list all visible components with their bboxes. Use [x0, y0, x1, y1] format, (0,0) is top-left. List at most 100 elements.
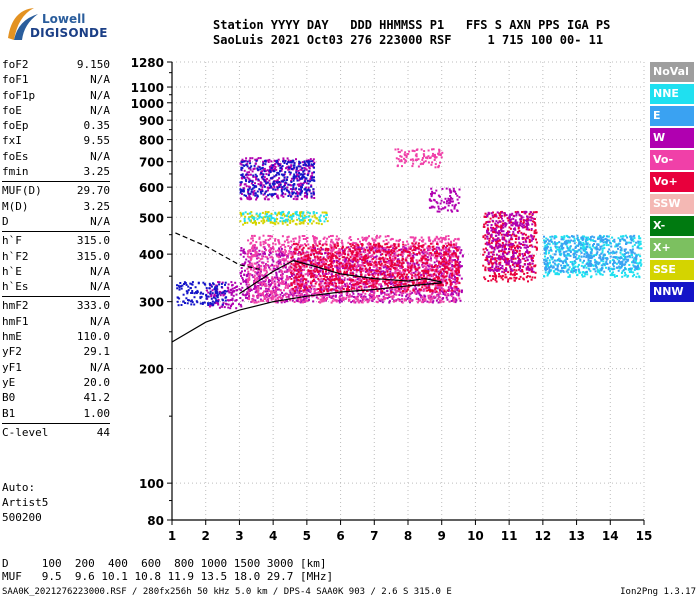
- echo-point: [248, 276, 251, 279]
- echo-point: [367, 256, 370, 259]
- echo-point: [456, 249, 459, 252]
- echo-point: [401, 257, 404, 260]
- echo-point: [442, 291, 445, 294]
- echo-point: [307, 271, 310, 274]
- echo-point: [545, 243, 548, 246]
- echo-point: [386, 294, 389, 296]
- echo-point: [375, 250, 378, 253]
- echo-point: [415, 241, 418, 244]
- echo-point: [387, 293, 390, 296]
- echo-point: [280, 263, 283, 266]
- echo-point: [437, 293, 440, 296]
- echo-point: [235, 293, 238, 296]
- echo-point: [408, 251, 411, 254]
- echo-point: [361, 243, 363, 246]
- echo-point: [190, 303, 193, 306]
- echo-point: [306, 258, 309, 260]
- echo-point: [402, 250, 405, 253]
- echo-point: [240, 247, 243, 249]
- echo-point: [602, 260, 605, 263]
- echo-point: [569, 261, 572, 263]
- param-label: h`E: [2, 264, 22, 278]
- echo-point: [621, 261, 624, 264]
- echo-point: [443, 251, 446, 254]
- echo-point: [393, 250, 396, 253]
- echo-point: [573, 250, 576, 252]
- echo-point: [444, 279, 447, 282]
- echo-point: [268, 290, 271, 292]
- echo-point: [282, 266, 284, 269]
- echo-point: [369, 289, 372, 292]
- echo-point: [452, 290, 455, 293]
- echo-point: [313, 292, 316, 295]
- echo-point: [565, 250, 568, 253]
- echo-point: [400, 287, 403, 290]
- echo-point: [310, 276, 313, 279]
- echo-point: [393, 247, 396, 250]
- echo-point: [422, 290, 425, 292]
- echo-point: [324, 249, 327, 252]
- echo-point: [303, 269, 306, 271]
- echo-point: [573, 242, 576, 245]
- echo-point: [409, 278, 412, 281]
- echo-point: [215, 299, 218, 302]
- echo-point: [456, 268, 459, 271]
- echo-point: [335, 256, 338, 259]
- echo-point: [274, 250, 277, 253]
- echo-point: [440, 249, 443, 252]
- echo-point: [433, 289, 436, 292]
- echo-point: [217, 302, 219, 305]
- echo-point: [303, 266, 306, 269]
- echo-point: [270, 290, 273, 293]
- echo-point: [425, 251, 428, 254]
- echo-point: [556, 242, 559, 244]
- echo-point: [324, 242, 327, 245]
- echo-point: [399, 266, 402, 269]
- echo-point: [388, 261, 391, 264]
- echo-point: [227, 306, 230, 309]
- echo-point: [426, 256, 429, 259]
- echo-point: [436, 243, 438, 245]
- echo-point: [325, 288, 328, 291]
- echo-point: [430, 257, 432, 260]
- echo-point: [445, 270, 448, 273]
- echo-point: [371, 300, 374, 302]
- echo-point: [560, 244, 563, 247]
- x-tick-label: 12: [535, 529, 552, 543]
- echo-point: [277, 260, 280, 263]
- echo-point: [617, 237, 620, 240]
- param-row: foEp 0.35: [2, 119, 110, 134]
- echo-point: [312, 278, 315, 281]
- echo-point: [565, 239, 568, 242]
- echo-point: [345, 257, 348, 260]
- echo-point: [280, 274, 283, 277]
- echo-point: [584, 247, 586, 250]
- echo-point: [338, 279, 341, 282]
- echo-point: [254, 253, 257, 256]
- echo-point: [401, 253, 404, 256]
- echo-point: [423, 287, 426, 290]
- echo-point: [341, 262, 344, 265]
- echo-point: [543, 235, 545, 238]
- echo-point: [287, 285, 289, 287]
- echo-point: [372, 284, 375, 287]
- echo-point: [362, 269, 365, 272]
- echo-point: [329, 243, 332, 246]
- echo-point: [397, 262, 400, 265]
- echo-point: [457, 262, 460, 265]
- echo-point: [574, 256, 577, 258]
- echo-point: [432, 249, 435, 252]
- echo-point: [326, 260, 329, 263]
- echo-point: [409, 264, 412, 267]
- echo-point: [230, 292, 233, 295]
- echo-point: [582, 237, 585, 240]
- echo-point: [258, 249, 261, 252]
- echo-point: [310, 262, 312, 265]
- echo-point: [359, 267, 362, 270]
- echo-point: [436, 255, 439, 257]
- echo-point: [339, 295, 341, 298]
- echo-point: [368, 248, 371, 251]
- echo-point: [457, 266, 460, 269]
- echo-point: [401, 294, 404, 297]
- echo-point: [294, 275, 297, 278]
